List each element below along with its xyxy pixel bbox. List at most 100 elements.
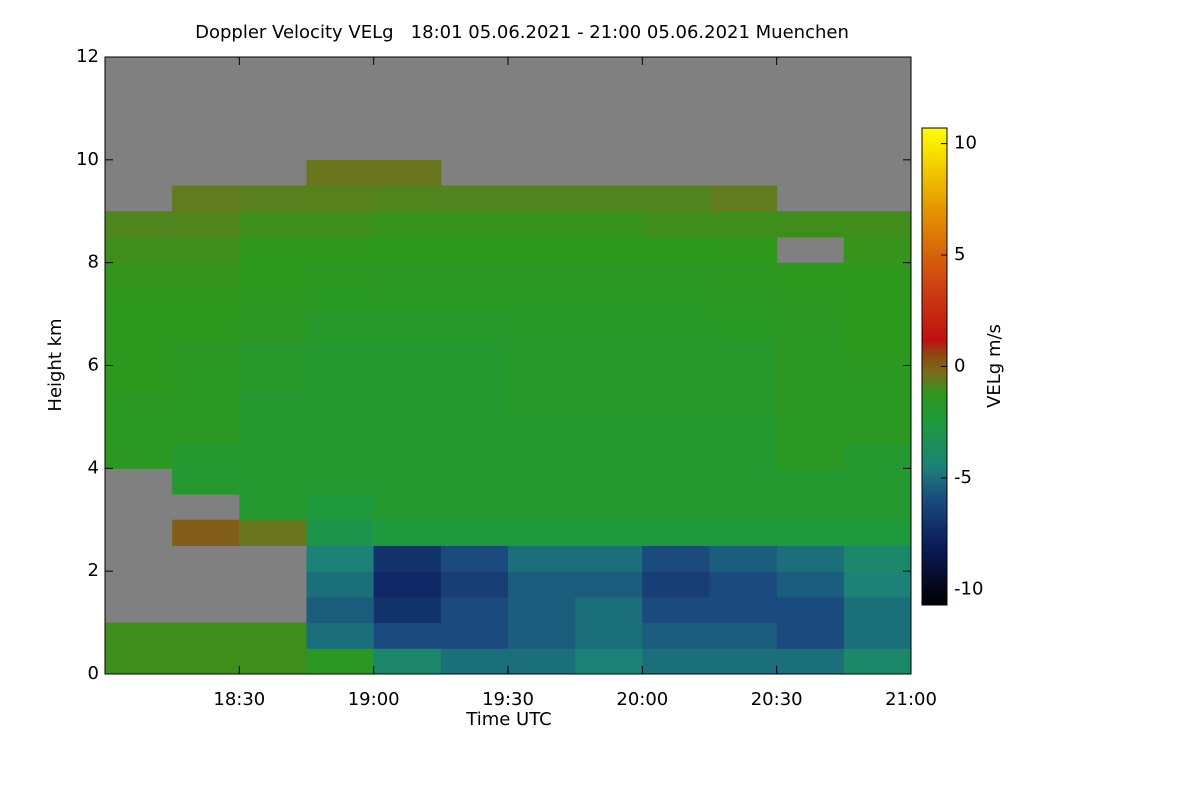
heat-cell xyxy=(843,416,912,444)
heat-cell xyxy=(776,391,845,418)
heat-cell xyxy=(373,519,442,546)
heat-cell xyxy=(508,442,576,469)
heat-cell xyxy=(642,236,710,264)
heat-cell xyxy=(642,365,710,392)
heat-cell xyxy=(306,185,375,212)
heat-cell xyxy=(508,185,576,212)
heat-cell xyxy=(575,185,643,212)
heat-cell xyxy=(776,571,845,598)
heat-cell xyxy=(440,391,509,418)
heat-cell xyxy=(575,262,643,289)
heat-cell xyxy=(440,494,509,521)
heat-cell xyxy=(642,494,710,521)
heat-cell xyxy=(440,185,509,212)
heat-cell xyxy=(776,416,845,444)
heat-cell xyxy=(776,596,845,624)
heat-cell xyxy=(306,545,375,572)
y-tick-label: 2 xyxy=(88,560,99,581)
heat-cell xyxy=(239,391,307,418)
heat-cell xyxy=(843,314,912,341)
heat-cell xyxy=(440,365,509,392)
heat-cell xyxy=(373,648,442,675)
heat-cell xyxy=(373,314,442,341)
heat-cell xyxy=(440,571,509,598)
heat-cell xyxy=(373,339,442,366)
heat-cell xyxy=(440,416,509,444)
heat-cell xyxy=(642,314,710,341)
heat-cell xyxy=(508,648,576,675)
heat-cell xyxy=(105,442,173,469)
heat-cell xyxy=(642,288,710,315)
heat-cell xyxy=(508,288,576,315)
heat-cell xyxy=(709,648,778,675)
heat-cell xyxy=(642,596,710,624)
heat-cell xyxy=(575,494,643,521)
heat-cell xyxy=(373,236,442,264)
x-tick-label: 20:00 xyxy=(616,689,668,710)
heat-cell xyxy=(642,185,710,212)
heat-cell xyxy=(239,442,307,469)
heat-cell xyxy=(373,391,442,418)
heat-cell xyxy=(776,262,845,289)
heat-cell xyxy=(843,262,912,289)
heat-cell xyxy=(440,648,509,675)
heat-cell xyxy=(843,236,912,264)
heat-cell xyxy=(105,288,173,315)
heat-cell xyxy=(306,262,375,289)
y-tick-label: 10 xyxy=(76,149,99,170)
heat-cell xyxy=(440,339,509,366)
heat-cell xyxy=(709,519,778,546)
heat-cell xyxy=(440,288,509,315)
heat-cell xyxy=(172,648,240,675)
heat-cell xyxy=(508,339,576,366)
heat-cell xyxy=(373,571,442,598)
heat-cell xyxy=(575,391,643,418)
heat-cell xyxy=(575,339,643,366)
heat-cell xyxy=(642,262,710,289)
colorbar-tick-label: 0 xyxy=(954,356,965,377)
heat-cell xyxy=(105,314,173,341)
heat-cell xyxy=(306,468,375,495)
heat-cell xyxy=(105,236,173,264)
heat-cell xyxy=(306,519,375,546)
y-tick-label: 4 xyxy=(88,457,99,478)
heat-cell xyxy=(373,288,442,315)
colorbar-label: VELg m/s xyxy=(984,324,1005,408)
heat-cell xyxy=(575,211,643,238)
heat-cell xyxy=(440,545,509,572)
heat-cell xyxy=(239,288,307,315)
heat-cell xyxy=(440,211,509,238)
heat-cell xyxy=(172,288,240,315)
heat-cell xyxy=(709,391,778,418)
heat-cell xyxy=(172,468,240,495)
heat-cell xyxy=(843,339,912,366)
heat-cell xyxy=(709,494,778,521)
heat-cell xyxy=(508,391,576,418)
heat-cell xyxy=(373,365,442,392)
heat-cell xyxy=(105,211,173,238)
heat-cell xyxy=(843,288,912,315)
heat-cell xyxy=(508,262,576,289)
heat-cell xyxy=(172,622,240,649)
heat-cell xyxy=(709,185,778,212)
heat-cell xyxy=(709,416,778,444)
heat-cell xyxy=(172,314,240,341)
heat-cell xyxy=(776,211,845,238)
heat-cell xyxy=(776,288,845,315)
heat-cell xyxy=(440,622,509,649)
heat-cell xyxy=(239,648,307,675)
heat-cell xyxy=(575,288,643,315)
heat-cell xyxy=(709,339,778,366)
heat-cell xyxy=(105,648,173,675)
heat-cell xyxy=(239,211,307,238)
colorbar-tick-label: -10 xyxy=(954,578,983,599)
y-tick-label: 6 xyxy=(88,355,99,376)
heat-cell xyxy=(373,596,442,624)
heat-cell xyxy=(306,571,375,598)
heat-cell xyxy=(575,365,643,392)
heat-cell xyxy=(642,442,710,469)
heat-cell xyxy=(239,262,307,289)
x-axis-label: Time UTC xyxy=(465,709,551,730)
heat-cell xyxy=(575,545,643,572)
